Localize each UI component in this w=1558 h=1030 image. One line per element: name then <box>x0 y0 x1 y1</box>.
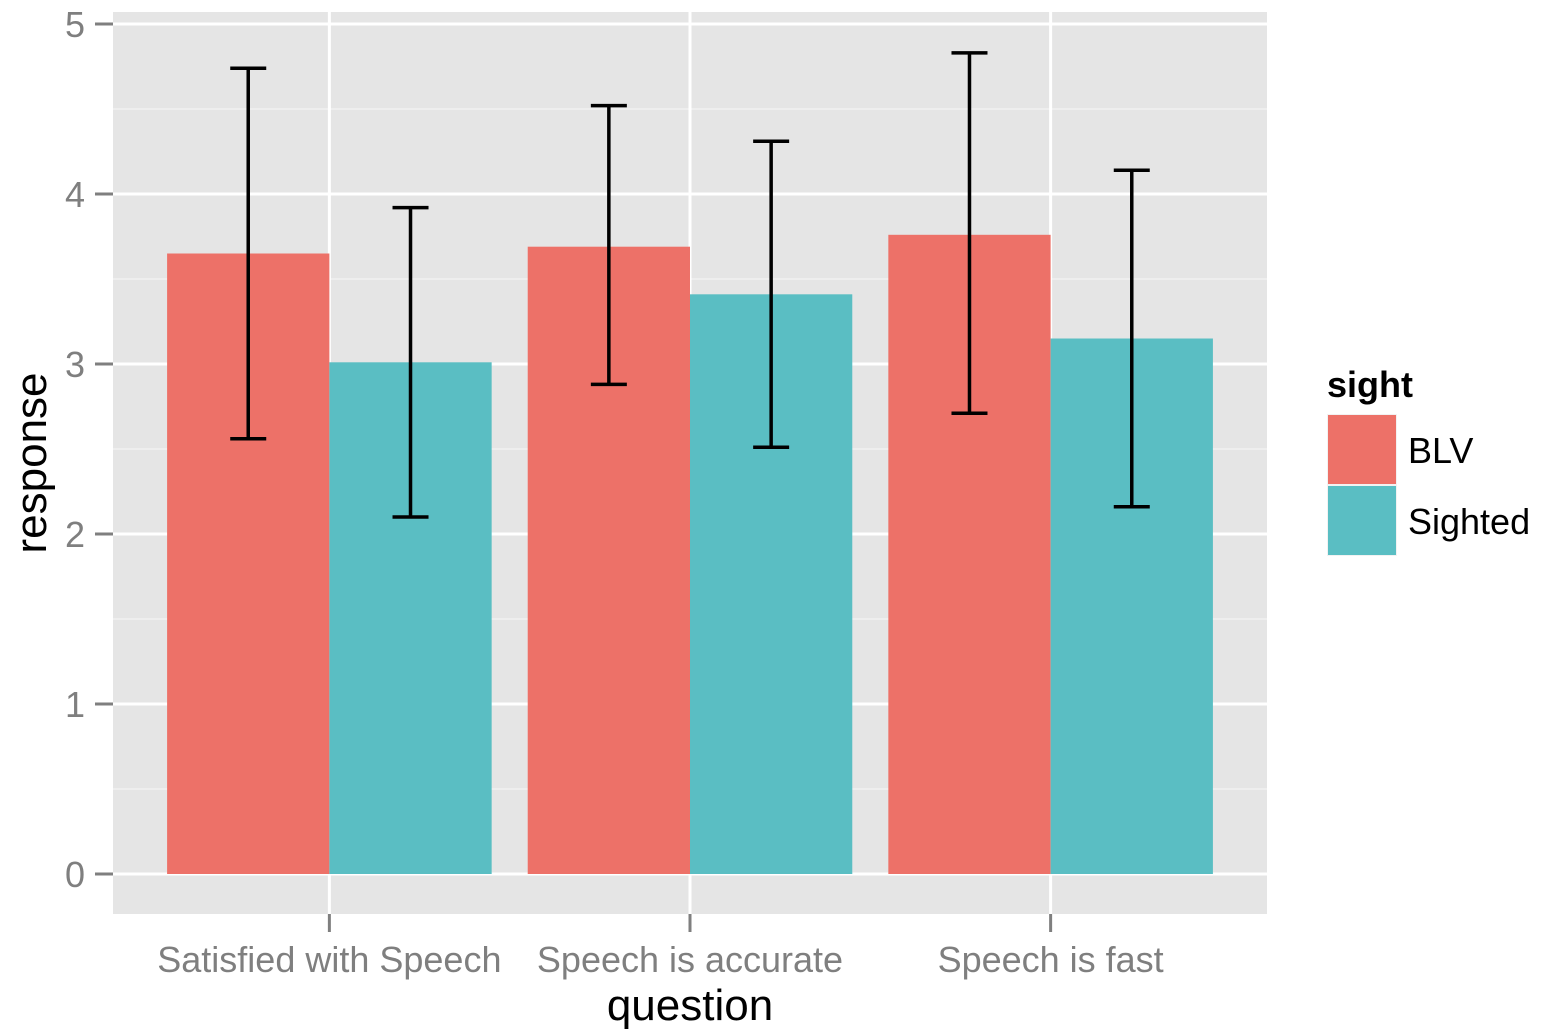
error-bar-sighted-3 <box>1113 168 1150 509</box>
x-tick-label: Speech is accurate <box>537 939 843 980</box>
error-bar-blv-1 <box>230 66 267 441</box>
y-tick-label: 2 <box>65 514 85 555</box>
y-tick-label: 3 <box>65 344 85 385</box>
y-tick-label: 1 <box>65 684 85 725</box>
y-tick-label: 4 <box>65 174 85 215</box>
legend-swatch-blv <box>1328 415 1396 484</box>
legend-items: BLV Sighted <box>1327 414 1530 556</box>
y-axis-title: response <box>7 372 56 553</box>
error-bar-blv-2 <box>590 103 627 387</box>
x-tick-label: Speech is fast <box>938 939 1164 980</box>
error-bars <box>230 51 1150 519</box>
legend-label-blv: BLV <box>1408 430 1473 471</box>
error-bar-sighted-2 <box>753 139 790 450</box>
error-bar-blv-3 <box>951 51 988 416</box>
y-tick-label: 0 <box>65 854 85 895</box>
x-axis-title: question <box>607 981 773 1030</box>
y-axis: 0 1 2 3 4 5 <box>65 4 113 895</box>
x-axis: Satisfied with Speech Speech is accurate S… <box>157 914 1164 980</box>
x-tick-label: Satisfied with Speech <box>157 939 501 980</box>
y-tick-label: 5 <box>65 4 85 45</box>
legend-swatch-sighted <box>1328 486 1396 555</box>
legend-label-sighted: Sighted <box>1408 501 1530 542</box>
legend-title: sight <box>1327 364 1413 405</box>
legend: sight BLV Sighted <box>1327 364 1530 556</box>
error-bar-sighted-1 <box>392 205 429 519</box>
